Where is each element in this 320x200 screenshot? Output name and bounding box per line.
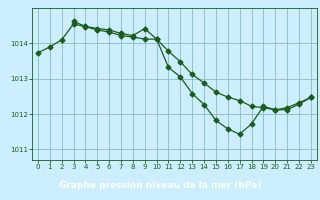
- Text: Graphe pression niveau de la mer (hPa): Graphe pression niveau de la mer (hPa): [59, 182, 261, 190]
